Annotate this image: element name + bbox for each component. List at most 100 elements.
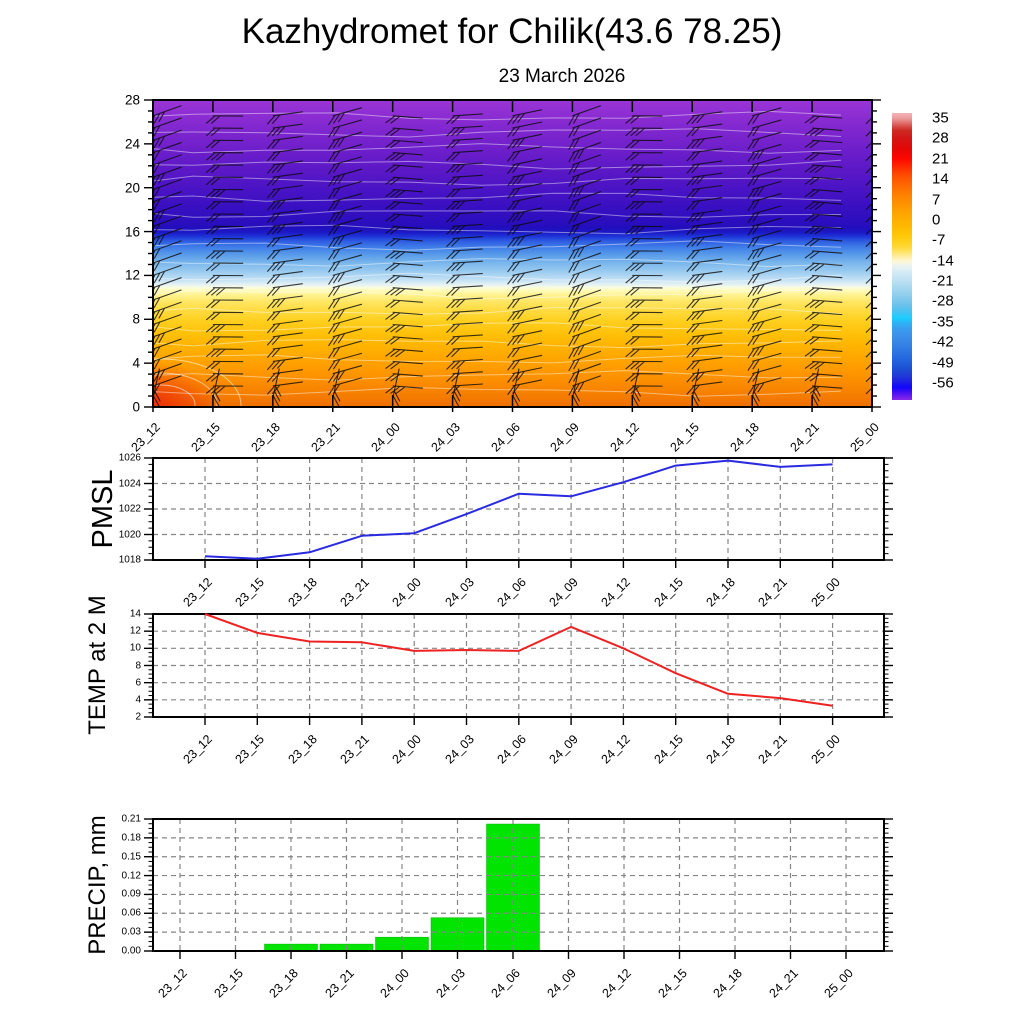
wind-barb [205, 262, 244, 272]
wind-barb [153, 277, 182, 298]
wind-barb [747, 156, 782, 175]
wind-barb [747, 315, 782, 334]
wind-barb [625, 127, 663, 137]
wind-barb [804, 311, 843, 321]
wind-barb [686, 283, 723, 297]
wind-barb [328, 266, 363, 285]
wind-barb [507, 256, 543, 273]
wind-barb [153, 264, 182, 286]
wind-barb [686, 197, 723, 211]
wind-barb [266, 356, 303, 371]
wind-barb [568, 129, 602, 151]
wind-barb [205, 348, 244, 358]
wind-barb [385, 115, 423, 124]
wind-barb [865, 383, 872, 395]
wind-barb [747, 291, 782, 310]
white-contour-line [153, 110, 842, 121]
y-tick-label: 0.03 [121, 926, 141, 938]
y-tick-label: 0.09 [121, 888, 141, 900]
wind-barb [568, 252, 602, 273]
wind-barb [153, 215, 182, 237]
wind-barb [446, 297, 483, 309]
wind-barb [446, 334, 483, 346]
wind-barb [625, 250, 663, 259]
wind-barb [507, 367, 543, 383]
wind-barb [865, 187, 872, 198]
wind-barb [571, 368, 581, 407]
wind-barb [266, 209, 303, 223]
wind-barb [865, 236, 872, 248]
contour-y-tick-label: 12 [124, 267, 140, 283]
colorbar-label: -42 [932, 333, 954, 351]
white-contour-line [153, 159, 842, 170]
wind-barb [686, 381, 723, 395]
wind-barb [328, 131, 363, 150]
wind-barb [385, 348, 423, 358]
wind-barb [507, 231, 543, 248]
wind-barb [266, 184, 303, 199]
wind-barb [686, 135, 723, 150]
wind-barb [328, 340, 363, 359]
wind-barb [385, 225, 423, 235]
wind-barb [266, 111, 303, 125]
wind-barb [747, 168, 782, 187]
wind-barb [507, 133, 543, 150]
white-contour-line [153, 128, 842, 138]
wind-barb [328, 180, 363, 199]
wind-barb [568, 203, 602, 224]
y-tick-label: 4 [135, 694, 141, 706]
wind-barb [385, 311, 423, 321]
wind-barb [328, 365, 363, 384]
wind-barb [865, 285, 872, 297]
wind-barb [511, 368, 521, 407]
wind-barb [205, 225, 244, 235]
wind-barb [625, 213, 663, 223]
wind-barb [205, 360, 244, 370]
wind-barb [266, 172, 303, 187]
y-tick-label: 6 [135, 677, 141, 689]
wind-barb [507, 158, 543, 175]
temp-axis-title: TEMP at 2 M [84, 595, 111, 735]
wind-barb [266, 246, 303, 260]
wind-barb [446, 113, 483, 125]
wind-barb [446, 150, 483, 162]
wind-barb [385, 274, 423, 284]
wind-barb [446, 358, 483, 370]
wind-barb [507, 305, 543, 322]
wind-barb [625, 262, 663, 272]
wind-barb [385, 373, 423, 382]
wind-barb [328, 205, 363, 224]
wind-barb [804, 250, 843, 259]
pmsl-line [204, 459, 833, 560]
wind-barb [625, 188, 663, 198]
white-contour-line [153, 258, 842, 268]
white-contour-line [153, 224, 842, 235]
wind-barb [686, 295, 723, 309]
wind-barb [804, 213, 843, 222]
colorbar-label: 21 [932, 150, 949, 168]
wind-barb [205, 176, 244, 186]
wind-barb [568, 350, 602, 372]
white-contour-line [153, 307, 842, 315]
y-tick-label: 0.06 [121, 907, 141, 919]
wind-barb [568, 326, 602, 347]
wind-barb [153, 191, 182, 212]
wind-barb [568, 154, 602, 175]
wind-barb [266, 295, 303, 309]
wind-barb [568, 117, 602, 138]
wind-barb [865, 371, 872, 383]
wind-barb [153, 363, 182, 384]
wind-barb [865, 162, 872, 174]
wind-barb [266, 381, 303, 395]
wind-barb [153, 227, 182, 249]
wind-barb [385, 360, 423, 370]
y-tick-label: 0.15 [121, 851, 141, 863]
wind-barb [328, 119, 363, 138]
wind-barb [811, 368, 821, 407]
wind-barb [328, 352, 363, 371]
wind-barb [686, 258, 723, 272]
wind-barb [446, 174, 483, 186]
wind-barb [153, 326, 182, 347]
wind-barb [625, 152, 663, 161]
wind-barb [568, 375, 602, 396]
